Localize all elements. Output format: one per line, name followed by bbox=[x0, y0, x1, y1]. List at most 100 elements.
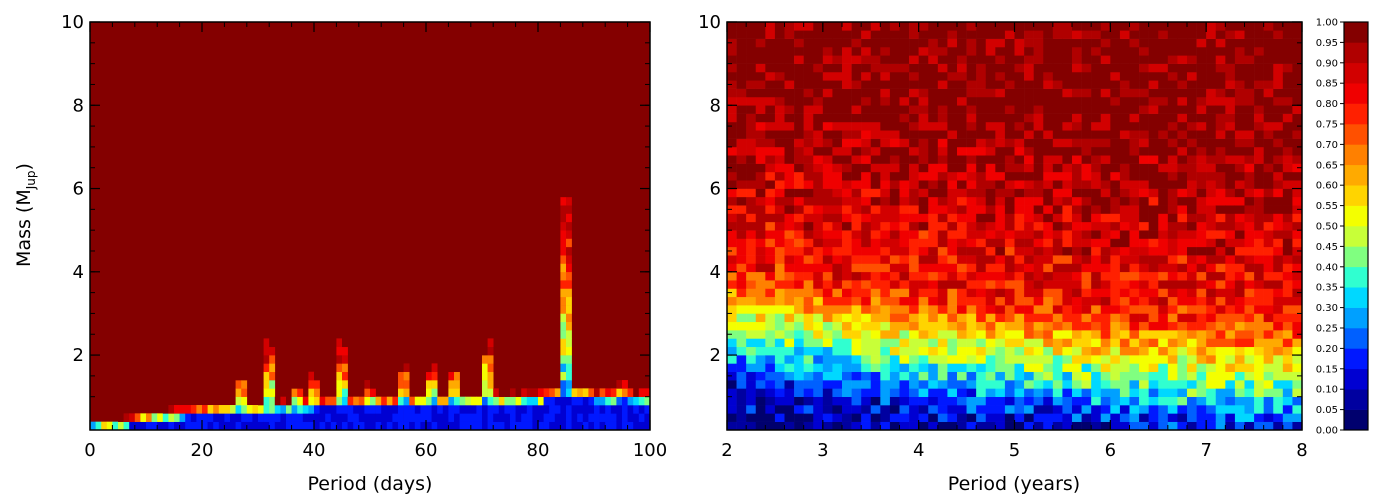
heatmap-cell bbox=[364, 388, 371, 397]
heatmap-cell bbox=[832, 138, 843, 148]
heatmap-cell bbox=[909, 130, 919, 139]
heatmap-cell bbox=[1158, 46, 1169, 56]
heatmap-cell bbox=[794, 305, 804, 314]
heatmap-cell bbox=[1129, 121, 1140, 131]
heatmap-cell bbox=[746, 163, 757, 173]
heatmap-cell bbox=[1158, 330, 1169, 339]
heatmap-cell bbox=[957, 180, 967, 189]
heatmap-cell bbox=[1215, 405, 1226, 414]
heatmap-cell bbox=[1196, 221, 1207, 231]
heatmap-cell bbox=[1148, 188, 1159, 198]
heatmap-cell bbox=[1263, 280, 1274, 289]
heatmap-cell bbox=[1215, 246, 1226, 256]
heatmap-cell bbox=[822, 113, 833, 123]
heatmap-cell bbox=[794, 180, 804, 189]
heatmap-cell bbox=[1052, 180, 1063, 189]
heatmap-cell bbox=[448, 371, 455, 381]
heatmap-cell bbox=[1148, 213, 1159, 223]
heatmap-cell bbox=[1110, 46, 1121, 56]
heatmap-cell bbox=[633, 421, 640, 431]
heatmap-cell bbox=[1081, 113, 1092, 123]
heatmap-cell bbox=[1225, 313, 1236, 323]
heatmap-cell bbox=[976, 421, 987, 431]
heatmap-cell bbox=[336, 413, 343, 422]
heatmap-cell bbox=[1014, 130, 1025, 139]
heatmap-cell bbox=[794, 121, 804, 131]
heatmap-cell bbox=[560, 396, 567, 406]
heatmap-cell bbox=[1119, 238, 1130, 248]
heatmap-cell bbox=[1110, 188, 1121, 198]
heatmap-cell bbox=[1062, 405, 1073, 414]
heatmap-cell bbox=[784, 280, 795, 289]
heatmap-cell bbox=[1091, 371, 1102, 381]
heatmap-cell bbox=[755, 22, 766, 31]
heatmap-cell bbox=[454, 380, 460, 389]
heatmap-cell bbox=[755, 221, 766, 231]
heatmap-cell bbox=[1014, 405, 1025, 414]
heatmap-cell bbox=[1072, 205, 1082, 214]
heatmap-cell bbox=[1254, 196, 1264, 206]
heatmap-cell bbox=[842, 271, 852, 281]
heatmap-cell bbox=[966, 88, 977, 98]
heatmap-cell bbox=[976, 230, 987, 239]
heatmap-cell bbox=[851, 246, 862, 256]
heatmap-cell bbox=[1215, 205, 1226, 214]
heatmap-cell bbox=[1167, 213, 1178, 223]
heatmap-cell bbox=[1081, 355, 1092, 364]
heatmap-cell bbox=[909, 55, 919, 64]
heatmap-cell bbox=[1292, 396, 1303, 406]
heatmap-cell bbox=[822, 330, 833, 339]
heatmap-cell bbox=[1119, 230, 1130, 239]
heatmap-cell bbox=[1234, 305, 1245, 314]
heatmap-cell bbox=[957, 171, 967, 181]
heatmap-cell bbox=[588, 396, 595, 406]
heatmap-cell bbox=[1167, 163, 1178, 173]
heatmap-cell bbox=[1177, 138, 1188, 148]
heatmap-cell bbox=[1263, 405, 1274, 414]
heatmap-cell bbox=[995, 221, 1006, 231]
heatmap-cell bbox=[784, 88, 795, 98]
heatmap-cell bbox=[610, 421, 617, 431]
heatmap-cell bbox=[918, 421, 929, 431]
heatmap-cell bbox=[1110, 363, 1121, 373]
heatmap-cell bbox=[995, 96, 1006, 106]
heatmap-cell bbox=[263, 380, 270, 389]
heatmap-cell bbox=[822, 221, 833, 231]
heatmap-cell bbox=[813, 30, 824, 39]
heatmap-cell bbox=[1167, 296, 1178, 306]
heatmap-cell bbox=[1282, 130, 1293, 139]
heatmap-cell bbox=[880, 288, 891, 298]
heatmap-cell bbox=[813, 146, 824, 156]
heatmap-cell bbox=[918, 80, 929, 89]
heatmap-cell bbox=[1177, 346, 1188, 356]
heatmap-cell bbox=[803, 230, 814, 239]
heatmap-cell bbox=[1158, 263, 1169, 273]
heatmap-cell bbox=[813, 380, 824, 389]
heatmap-cell bbox=[928, 321, 939, 331]
heatmap-cell bbox=[1052, 55, 1063, 64]
heatmap-cell bbox=[1100, 171, 1111, 181]
heatmap-cell bbox=[727, 180, 737, 189]
heatmap-cell bbox=[560, 355, 567, 364]
heatmap-cell bbox=[851, 171, 862, 181]
heatmap-cell bbox=[560, 413, 567, 422]
heatmap-cell bbox=[899, 71, 910, 81]
heatmap-cell bbox=[1282, 30, 1293, 39]
heatmap-cell bbox=[736, 146, 747, 156]
heatmap-cell bbox=[291, 396, 298, 406]
heatmap-cell bbox=[880, 363, 891, 373]
heatmap-cell bbox=[1196, 296, 1207, 306]
heatmap-cell bbox=[263, 405, 270, 414]
heatmap-cell bbox=[487, 338, 494, 348]
heatmap-cell bbox=[1282, 121, 1293, 131]
heatmap-cell bbox=[1196, 213, 1207, 223]
heatmap-cell bbox=[966, 113, 977, 123]
heatmap-cell bbox=[803, 405, 814, 414]
heatmap-cell bbox=[985, 96, 996, 106]
heatmap-cell bbox=[784, 46, 795, 56]
heatmap-cell bbox=[985, 255, 996, 264]
heatmap-cell bbox=[1052, 88, 1063, 98]
heatmap-cell bbox=[241, 396, 248, 406]
